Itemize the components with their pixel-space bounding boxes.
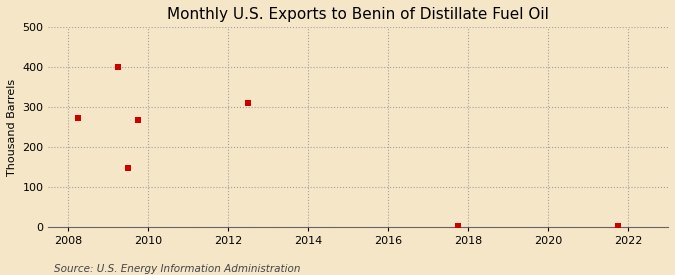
Title: Monthly U.S. Exports to Benin of Distillate Fuel Oil: Monthly U.S. Exports to Benin of Distill… — [167, 7, 549, 22]
Y-axis label: Thousand Barrels: Thousand Barrels — [7, 79, 17, 176]
Point — [113, 65, 124, 69]
Point — [73, 116, 84, 120]
Point — [453, 224, 464, 229]
Point — [133, 118, 144, 122]
Point — [613, 224, 624, 229]
Point — [243, 101, 254, 105]
Point — [123, 166, 134, 170]
Text: Source: U.S. Energy Information Administration: Source: U.S. Energy Information Administ… — [54, 264, 300, 274]
